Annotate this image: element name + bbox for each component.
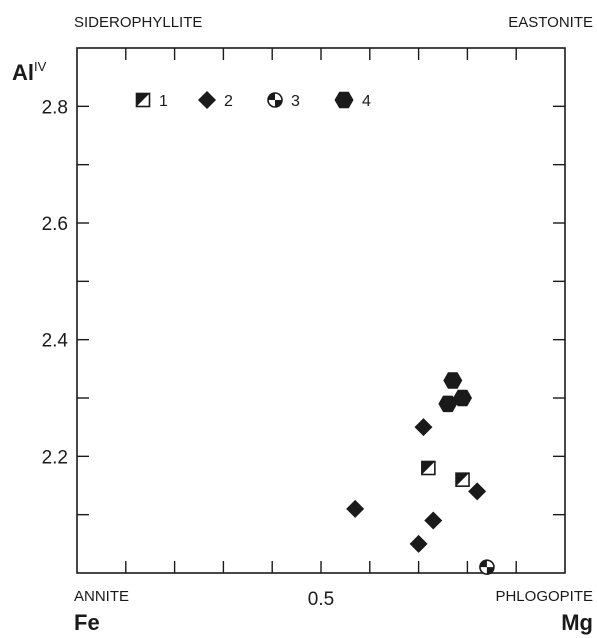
legend-item-2: 2 — [198, 91, 233, 110]
hexagon-marker-icon — [334, 91, 354, 109]
corner-label-top-left: SIDEROPHYLLITE — [74, 14, 202, 31]
plot-frame — [76, 47, 566, 574]
legend-item-3: 3 — [267, 92, 300, 110]
legend-label: 4 — [362, 93, 371, 110]
data-point-series-1 — [455, 472, 470, 487]
quartered-circle-marker-icon — [267, 92, 283, 108]
corner-label-top-right: EASTONITE — [508, 14, 593, 31]
half-square-marker-icon — [135, 92, 151, 108]
diamond-marker-icon — [198, 91, 216, 109]
x-axis-left-label: Fe — [74, 610, 100, 635]
data-point-series-2 — [424, 511, 443, 530]
y-tick-label: 2.8 — [42, 97, 68, 118]
y-axis-label-base: Al — [12, 60, 34, 85]
data-point-series-3 — [479, 559, 495, 575]
data-point-series-2 — [409, 534, 428, 553]
legend-item-4: 4 — [334, 91, 371, 110]
data-point-series-2 — [346, 499, 365, 518]
y-tick-label: 2.6 — [42, 214, 68, 235]
y-tick-label: 2.2 — [42, 447, 68, 468]
y-axis-label: AlIV — [12, 59, 47, 85]
data-points — [346, 372, 495, 575]
data-point-series-4 — [438, 395, 458, 413]
data-point-series-1 — [421, 460, 436, 476]
data-point-series-4 — [443, 372, 463, 389]
legend-item-1: 1 — [135, 92, 168, 110]
data-point-series-4 — [453, 389, 472, 407]
corner-label-bottom-left: ANNITE — [74, 588, 129, 605]
data-point-series-2 — [414, 418, 433, 437]
legend-label: 1 — [159, 93, 168, 110]
x-axis-right-label: Mg — [561, 610, 593, 635]
data-point-series-2 — [468, 482, 487, 501]
y-tick-label: 2.4 — [42, 331, 69, 352]
corner-label-bottom-right: PHLOGOPITE — [495, 588, 593, 605]
x-tick-label: 0.5 — [308, 589, 334, 610]
tick-marks — [77, 48, 565, 573]
tick-labels: 2.8 2.6 2.4 2.2 0.5 — [42, 97, 335, 610]
legend-label: 2 — [224, 93, 233, 110]
y-axis-label-superscript: IV — [34, 59, 47, 74]
legend-label: 3 — [291, 93, 300, 110]
legend: 1 2 3 4 — [135, 91, 371, 110]
